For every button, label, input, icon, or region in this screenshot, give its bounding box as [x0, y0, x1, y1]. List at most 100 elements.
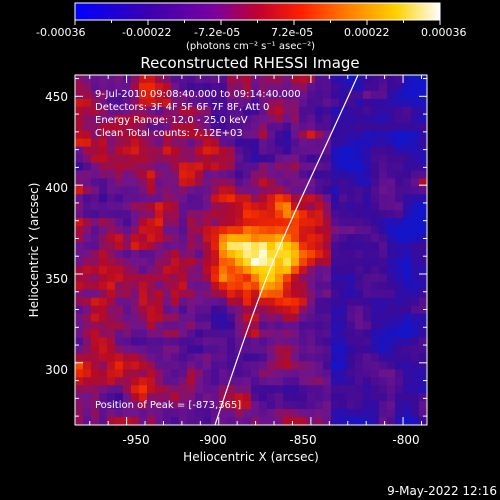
heatmap-cell	[187, 369, 196, 378]
heatmap-cell	[179, 146, 188, 155]
heatmap-cell	[99, 106, 108, 116]
heatmap-cell	[235, 393, 244, 402]
heatmap-cell	[371, 313, 380, 322]
heatmap-cell	[99, 226, 108, 235]
heatmap-cell	[227, 329, 236, 338]
heatmap-cell	[219, 234, 228, 243]
heatmap-cell	[411, 218, 420, 227]
heatmap-cell	[203, 417, 212, 425]
heatmap-cell	[299, 250, 308, 259]
heatmap-cell	[235, 242, 244, 251]
heatmap-cell	[99, 130, 108, 140]
heatmap-cell	[283, 313, 292, 322]
heatmap-cell	[171, 170, 180, 179]
heatmap-cell	[227, 393, 236, 402]
heatmap-cell	[171, 257, 180, 267]
heatmap-cell	[347, 321, 356, 330]
heatmap-cell	[147, 250, 156, 259]
heatmap-cell	[179, 273, 188, 283]
heatmap-cell	[179, 257, 188, 267]
heatmap-cell	[219, 409, 228, 418]
heatmap-cell	[131, 313, 140, 322]
heatmap-cell	[235, 257, 244, 267]
heatmap-cell	[251, 401, 260, 410]
heatmap-cell	[227, 273, 236, 283]
heatmap-cell	[419, 401, 427, 410]
heatmap-cell	[243, 385, 252, 394]
heatmap-cell	[315, 385, 324, 394]
heatmap-cell	[363, 257, 372, 267]
heatmap-cell	[131, 210, 140, 219]
heatmap-cell	[283, 146, 292, 155]
heatmap-cell	[331, 242, 340, 251]
heatmap-cell	[139, 329, 148, 338]
heatmap-cell	[203, 385, 212, 394]
heatmap-cell	[355, 321, 364, 330]
heatmap-cell	[171, 146, 180, 155]
heatmap-cell	[259, 369, 268, 378]
heatmap-cell	[131, 305, 140, 315]
heatmap-cell	[227, 218, 236, 227]
heatmap-cell	[299, 369, 308, 378]
heatmap-cell	[203, 146, 212, 155]
heatmap-cell	[227, 313, 236, 322]
heatmap-cell	[123, 417, 132, 425]
heatmap-cell	[379, 218, 388, 227]
heatmap-cell	[83, 130, 92, 140]
heatmap-cell	[235, 337, 244, 346]
heatmap-cell	[419, 321, 427, 330]
heatmap-cell	[139, 289, 148, 299]
heatmap-cell	[347, 401, 356, 410]
heatmap-cell	[315, 313, 324, 322]
heatmap-cell	[203, 106, 212, 116]
heatmap-cell	[339, 170, 348, 179]
heatmap-cell	[371, 106, 380, 116]
heatmap-cell	[283, 82, 292, 92]
heatmap-cell	[75, 114, 84, 124]
heatmap-cell	[115, 250, 124, 259]
heatmap-cell	[99, 202, 108, 211]
heatmap-cell	[235, 146, 244, 155]
heatmap-cell	[323, 114, 332, 124]
heatmap-cell	[331, 313, 340, 322]
heatmap-cell	[283, 178, 292, 187]
heatmap-cell	[99, 369, 108, 378]
heatmap-cell	[371, 250, 380, 259]
heatmap-cell	[403, 281, 412, 291]
heatmap-cell	[163, 154, 172, 163]
heatmap-cell	[227, 417, 236, 425]
heatmap-cell	[395, 178, 404, 187]
heatmap-cell	[131, 409, 140, 418]
heatmap-cell	[339, 393, 348, 402]
heatmap-cell	[243, 265, 252, 275]
heatmap-cell	[379, 377, 388, 386]
heatmap-cell	[187, 146, 196, 155]
heatmap-cell	[347, 242, 356, 251]
heatmap-cell	[315, 130, 324, 140]
heatmap-cell	[379, 106, 388, 116]
heatmap-cell	[411, 409, 420, 418]
heatmap-cell	[387, 75, 396, 84]
heatmap-cell	[307, 218, 316, 227]
heatmap-cell	[275, 281, 284, 291]
heatmap-cell	[171, 186, 180, 195]
heatmap-cell	[403, 321, 412, 330]
heatmap-cell	[411, 417, 420, 425]
heatmap-cell	[283, 337, 292, 346]
heatmap-cell	[275, 257, 284, 267]
heatmap-cell	[307, 106, 316, 116]
heatmap-cell	[155, 250, 164, 259]
heatmap-cell	[259, 409, 268, 418]
heatmap-cell	[75, 90, 84, 100]
heatmap-cell	[163, 186, 172, 195]
heatmap-cell	[75, 321, 84, 330]
heatmap-cell	[171, 202, 180, 211]
heatmap-cell	[267, 297, 276, 307]
heatmap-cell	[91, 297, 100, 307]
heatmap-cell	[379, 226, 388, 235]
heatmap-cell	[163, 297, 172, 307]
heatmap-cell	[267, 329, 276, 338]
heatmap-cell	[347, 75, 356, 84]
heatmap-cell	[171, 289, 180, 299]
heatmap-cell	[131, 122, 140, 132]
